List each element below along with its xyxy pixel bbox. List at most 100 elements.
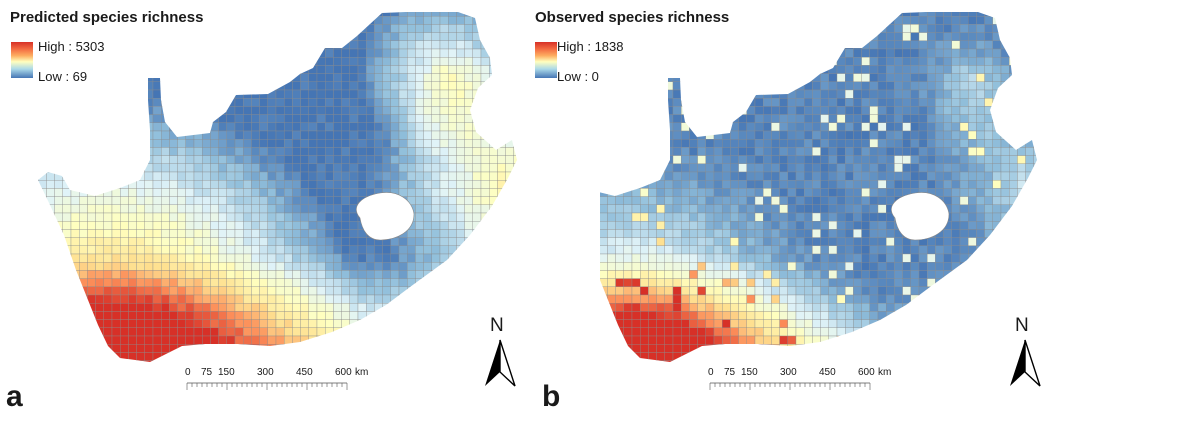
grid-cell (886, 139, 895, 148)
grid-cell (513, 106, 517, 115)
grid-cell (505, 270, 514, 279)
grid-cell (259, 89, 268, 99)
grid-cell (754, 24, 764, 33)
grid-cell (689, 180, 698, 189)
grid-cell (333, 139, 342, 148)
grid-cell (161, 171, 170, 181)
grid-cell (480, 352, 490, 361)
grid-cell (1025, 278, 1034, 287)
grid-cell (697, 40, 706, 50)
grid-cell (316, 65, 326, 74)
grid-cell (738, 229, 747, 238)
grid-cell (505, 286, 514, 296)
grid-cell (111, 122, 121, 132)
grid-cell (738, 48, 747, 58)
grid-cell (812, 180, 821, 189)
grid-cell (943, 155, 952, 164)
grid-cell (845, 32, 854, 41)
grid-cell (431, 57, 441, 66)
grid-cell (193, 98, 203, 107)
grid-cell (193, 114, 203, 123)
grid-cell (943, 237, 952, 246)
grid-cell (62, 360, 72, 362)
grid-cell (951, 303, 961, 312)
grid-cell (1017, 245, 1026, 255)
grid-cell (169, 286, 178, 296)
grid-cell (423, 270, 432, 279)
grid-cell (795, 253, 805, 263)
grid-cell (722, 294, 731, 304)
grid-cell (259, 204, 268, 214)
grid-cell (415, 270, 424, 279)
grid-cell (251, 270, 260, 279)
grid-cell (943, 130, 952, 140)
grid-cell (513, 327, 517, 337)
grid-cell (210, 335, 219, 345)
grid-cell (968, 212, 977, 222)
grid-cell (128, 253, 137, 263)
grid-cell (54, 335, 63, 345)
grid-cell (423, 327, 432, 337)
grid-cell (976, 48, 985, 58)
grid-cell (243, 98, 252, 107)
grid-cell (161, 139, 170, 148)
grid-cell (415, 344, 424, 353)
grid-cell (910, 48, 920, 58)
grid-cell (243, 122, 252, 132)
grid-cell (877, 311, 887, 320)
grid-cell (820, 16, 829, 25)
grid-cell (943, 40, 952, 50)
grid-cell (38, 155, 47, 164)
grid-cell (366, 319, 375, 328)
grid-cell (382, 122, 391, 132)
grid-cell (38, 188, 47, 197)
grid-cell (722, 106, 731, 115)
grid-cell (738, 253, 747, 263)
grid-cell (959, 294, 969, 304)
grid-cell (46, 294, 55, 304)
grid-cell (1009, 245, 1018, 255)
grid-cell (754, 245, 764, 255)
grid-cell (779, 212, 788, 222)
grid-cell (656, 57, 665, 66)
grid-cell (382, 57, 391, 66)
grid-cell (754, 229, 764, 238)
grid-cell (951, 57, 961, 66)
grid-cell (472, 57, 482, 66)
grid-cell (292, 196, 301, 205)
grid-cell (1033, 253, 1037, 263)
grid-cell (623, 229, 633, 238)
grid-cell (713, 163, 723, 173)
grid-cell (308, 212, 318, 222)
grid-cell (251, 245, 260, 255)
grid-cell (497, 130, 506, 140)
grid-cell (390, 344, 400, 353)
grid-cell (423, 48, 432, 58)
grid-cell (79, 221, 88, 230)
grid-cell (193, 344, 203, 353)
grid-cell (46, 89, 55, 99)
grid-cell (480, 270, 490, 279)
grid-cell (185, 327, 195, 337)
grid-cell (976, 270, 985, 279)
grid-cell (374, 24, 383, 33)
grid-cell (623, 221, 633, 230)
grid-cell (38, 335, 39, 345)
grid-cell (935, 278, 944, 287)
grid-cell (1000, 171, 1010, 181)
grid-cell (681, 40, 690, 50)
grid-cell (689, 73, 698, 82)
grid-cell (672, 40, 682, 50)
grid-cell (234, 98, 244, 107)
grid-cell (697, 311, 706, 320)
grid-cell (284, 180, 293, 189)
grid-cell (927, 65, 936, 74)
grid-cell (472, 319, 482, 328)
grid-cell (623, 73, 633, 82)
grid-cell (128, 286, 137, 296)
grid-cell (918, 303, 928, 312)
grid-cell (161, 163, 170, 173)
grid-cell (54, 147, 63, 156)
grid-cell (1009, 204, 1018, 214)
grid-cell (976, 196, 985, 205)
